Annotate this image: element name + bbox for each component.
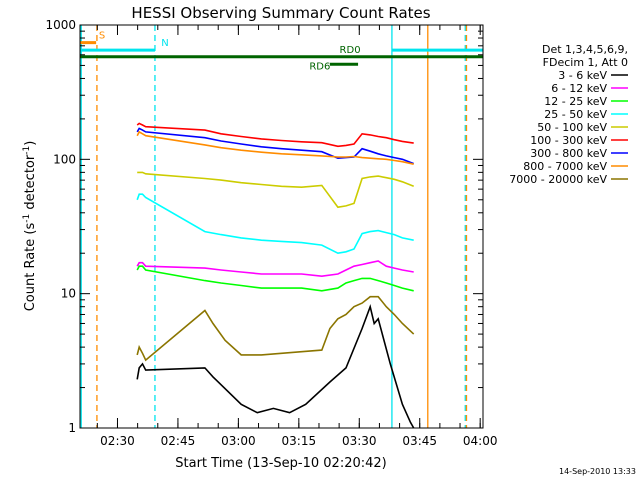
series-line (136, 303, 415, 428)
flag-label: N (161, 38, 168, 49)
legend-label: 300 - 800 keV (530, 147, 607, 160)
legend-label: 12 - 25 keV (544, 95, 607, 108)
y-label-end: ) (23, 141, 38, 146)
series-line (136, 295, 415, 362)
legend-header-1: Det 1,3,4,5,6,9, (542, 43, 628, 56)
legend-label: 3 - 6 keV (558, 69, 607, 82)
y-tick-label: 10 (61, 287, 76, 301)
y-tick-label: 1 (68, 421, 76, 435)
tick-layer: 1 10 100 1000 02:30 02:45 03:00 03:15 03:30 03:45… (45, 18, 497, 448)
series-layer (136, 122, 415, 428)
flag-label: RD6 (309, 61, 330, 72)
y-tick-label: 1000 (45, 18, 76, 32)
x-tick-label: 02:45 (161, 434, 196, 448)
series-line (136, 193, 414, 255)
flag-label: S (99, 31, 105, 42)
legend-label: 7000 - 20000 keV (509, 173, 607, 186)
legend-header-2: FDecim 1, Att 0 (543, 56, 628, 69)
y-axis-label: Count Rate (s-1 detector-1) (22, 141, 38, 312)
legend-label: 100 - 300 keV (530, 134, 607, 147)
plot-frame (79, 24, 484, 429)
legend-label: 50 - 100 keV (537, 121, 607, 134)
series-line (136, 127, 414, 165)
x-tick-label: 02:30 (100, 434, 135, 448)
footer-timestamp: 14-Sep-2010 13:33 (559, 467, 636, 476)
series-line (136, 260, 414, 278)
flag-layer: S N RD0 RD6 (80, 31, 483, 72)
y-label-mid: detector (23, 154, 38, 214)
legend-label: 6 - 12 keV (551, 82, 607, 95)
legend-label: 800 - 7000 keV (523, 160, 607, 173)
series-line (137, 171, 414, 209)
x-tick-label: 03:00 (221, 434, 256, 448)
chart-title: HESSI Observing Summary Count Rates (131, 4, 430, 22)
y-tick-label: 100 (53, 152, 76, 166)
plot-background (80, 25, 468, 428)
flag-label: RD0 (340, 45, 361, 56)
x-tick-label: 03:45 (402, 434, 437, 448)
legend-label: 25 - 50 keV (544, 108, 607, 121)
series-line (136, 130, 414, 165)
series-line (136, 122, 414, 148)
y-label-main: Count Rate (s (23, 223, 38, 312)
x-tick-label: 04:00 (463, 434, 498, 448)
y-label-sup1: -1 (22, 214, 32, 223)
y-label-sup2: -1 (22, 146, 32, 155)
x-axis-label: Start Time (13-Sep-10 02:20:42) (175, 456, 386, 471)
x-tick-label: 03:15 (282, 434, 317, 448)
x-tick-label: 03:30 (342, 434, 377, 448)
series-line (136, 265, 414, 292)
